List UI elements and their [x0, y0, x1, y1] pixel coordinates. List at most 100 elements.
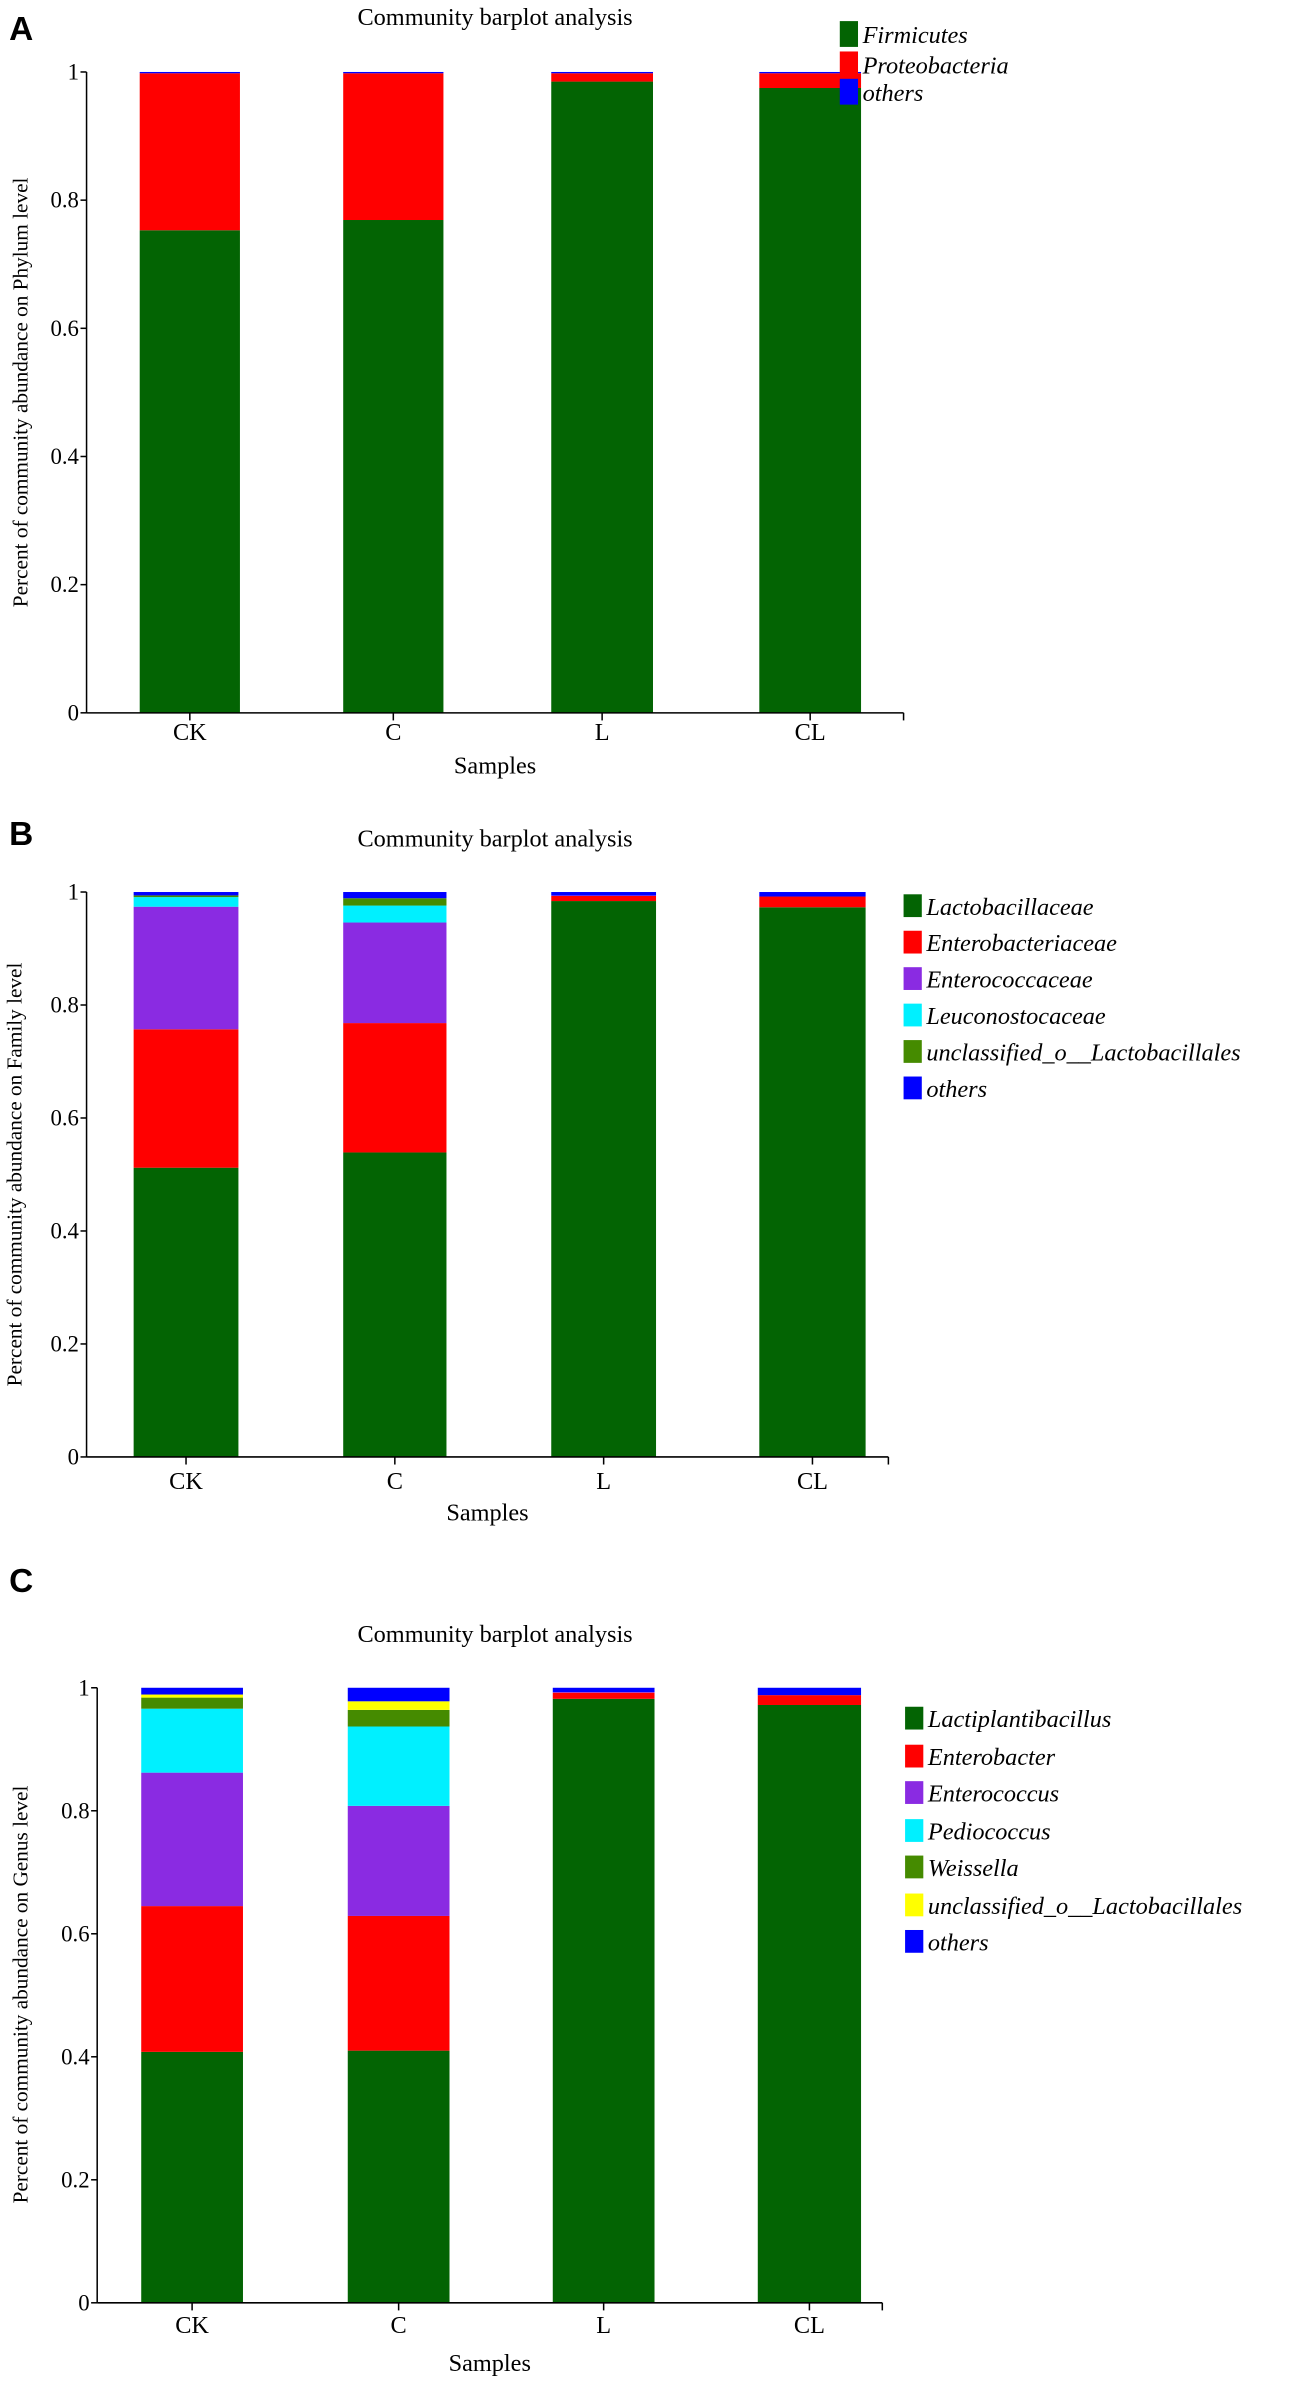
x-tick-label: CK [175, 2312, 209, 2339]
bar-segment-c-lactiplantibacillus [347, 2050, 450, 2303]
legend-label: Lactobacillaceae [925, 894, 1093, 921]
legend-item: Enterobacteriaceae [903, 930, 1117, 957]
y-tick-label: 0 [68, 700, 79, 725]
bar-segment-c-unclassified-o-lactobacillales [347, 1701, 450, 1710]
y-tick-label: 0.6 [61, 1921, 89, 1946]
legend-label: Lactiplantibacillus [927, 1706, 1111, 1733]
legend-swatch [903, 894, 922, 918]
panel-label: A [9, 11, 33, 48]
chart-title: Community barplot analysis [357, 825, 632, 852]
y-tick-label: 0.4 [61, 2044, 90, 2069]
legend-swatch [905, 1706, 924, 1730]
bar-segment-ck-firmicutes [139, 230, 240, 713]
legend-swatch [903, 1040, 922, 1063]
bar-segment-c-enterobacteriaceae [343, 1023, 447, 1153]
legend-item: Weissella [905, 1855, 1019, 1882]
legend-label: others [926, 1076, 987, 1103]
legend-label: unclassified_o__Lactobacillales [926, 1040, 1240, 1067]
chart-title: Community barplot analysis [357, 1621, 632, 1648]
bar-segment-cl-lactiplantibacillus [757, 1704, 862, 2303]
bar-segment-ck-proteobacteria [139, 73, 240, 231]
x-tick-label: CL [795, 719, 826, 746]
bar-segment-l-enterobacteriaceae [551, 895, 657, 902]
x-tick-label: L [596, 1468, 611, 1495]
x-tick-label: CL [797, 1468, 828, 1495]
legend-item: unclassified_o__Lactobacillales [903, 1040, 1241, 1067]
y-tick-label: 0.2 [50, 1332, 78, 1357]
x-tick-label: L [596, 2312, 611, 2339]
bar-segment-c-enterococcaceae [343, 922, 447, 1024]
bar-segment-c-pediococcus [347, 1726, 450, 1806]
bar-segment-ck-unclassified-o-lactobacillales [133, 895, 239, 898]
bar-segment-cl-others [759, 892, 866, 897]
legend-label: others [928, 1929, 989, 1956]
legend-label: Pediococcus [927, 1819, 1051, 1846]
bar-segment-ck-others [139, 71, 240, 74]
panel-label: B [9, 816, 33, 853]
bar-segment-ck-enterococcus [141, 1772, 243, 1907]
legend-swatch [839, 78, 859, 105]
legend-item: Pediococcus [905, 1819, 1051, 1846]
y-tick-label: 0.4 [50, 444, 79, 469]
bar-segment-l-others [551, 892, 657, 896]
bar-segment-c-firmicutes [343, 220, 444, 713]
legend-swatch [903, 967, 922, 990]
y-tick-label: 1 [68, 60, 79, 85]
legend-label: Firmicutes [862, 22, 968, 49]
bar-segment-c-enterobacter [347, 1915, 450, 2051]
y-tick-label: 0.6 [50, 1106, 78, 1131]
bar-segment-c-leuconostocaceae [343, 905, 447, 923]
legend-item: Lactiplantibacillus [905, 1706, 1111, 1733]
y-axis-label: Percent of community abundance on Genus … [8, 1786, 32, 2204]
bar-segment-cl-proteobacteria [759, 73, 862, 88]
bar-segment-cl-firmicutes [759, 87, 862, 713]
legend-item: Proteobacteria [839, 51, 1009, 79]
bar-segment-cl-enterobacteriaceae [759, 896, 866, 908]
legend-label: Enterococcus [927, 1781, 1059, 1808]
legend-swatch [905, 1781, 924, 1804]
bar-segment-ck-enterobacteriaceae [133, 1029, 239, 1168]
legend-label: Leuconostocaceae [925, 1003, 1106, 1030]
legend-item: Enterococcaceae [903, 967, 1093, 994]
legend-item: others [839, 78, 924, 107]
bar-segment-cl-others [757, 1687, 862, 1696]
chart-title: Community barplot analysis [357, 4, 632, 31]
bar-segment-ck-weissella [141, 1697, 243, 1709]
legend-item: Leuconostocaceae [903, 1003, 1106, 1030]
y-tick-label: 0.8 [50, 993, 78, 1018]
bar-segment-c-proteobacteria [343, 73, 444, 221]
bar-segment-l-enterococcaceae [551, 895, 657, 896]
legend-swatch [839, 21, 859, 47]
bar-segment-ck-others [133, 892, 239, 896]
y-tick-label: 0.8 [50, 188, 78, 213]
bar-segment-c-enterococcus [347, 1805, 450, 1916]
legend-item: others [905, 1929, 989, 1956]
legend: Lactobacillaceae Enterobacteriaceae Entero… [903, 894, 1241, 1103]
legend-swatch [905, 1929, 924, 1953]
bar-segment-cl-others [759, 71, 862, 74]
legend-swatch [905, 1819, 924, 1842]
legend-swatch [839, 51, 859, 78]
bar-segment-ck-others [141, 1687, 243, 1695]
legend: Lactiplantibacillus Enterobacter Enterococ… [905, 1706, 1242, 1956]
x-tick-label: CK [173, 719, 207, 746]
legend-label: Enterobacteriaceae [925, 930, 1117, 957]
legend-swatch [903, 930, 922, 954]
bar-segment-c-weissella [347, 1709, 450, 1727]
legend-item: unclassified_o__Lactobacillales [905, 1893, 1242, 1920]
legend-label: others [863, 80, 924, 107]
legend-label: Enterobacter [927, 1744, 1056, 1771]
bar-segment-l-lactobacillaceae [551, 901, 657, 1457]
bar-segment-ck-lactobacillaceae [133, 1167, 239, 1457]
bar-segment-cl-lactobacillaceae [759, 907, 866, 1457]
y-axis-label: Percent of community abundance on Family… [2, 963, 26, 1387]
bar-segment-l-others [552, 1687, 655, 1693]
legend-item: Enterococcus [905, 1781, 1059, 1808]
bar-segment-l-enterobacter [552, 1692, 655, 1699]
y-tick-label: 1 [68, 880, 79, 905]
bar-segment-ck-leuconostocaceae [133, 897, 239, 907]
x-tick-label: CL [794, 2312, 825, 2339]
x-tick-label: C [391, 2312, 407, 2339]
